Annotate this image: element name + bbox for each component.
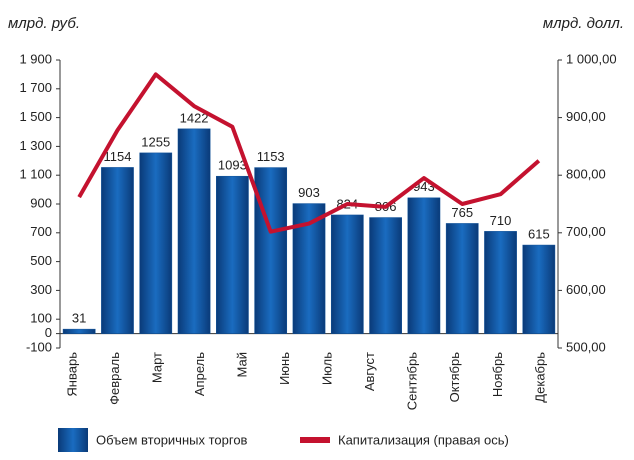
legend-swatch: [300, 437, 330, 443]
bar: [445, 223, 479, 334]
y-tick-label: 1 700: [19, 80, 52, 95]
y-tick-label: 300: [30, 282, 52, 297]
x-tick-label: Май: [235, 352, 250, 377]
y-tick-label: 700: [30, 224, 52, 239]
y-tick-label: 900: [30, 195, 52, 210]
y-tick-label: 1 100: [19, 167, 52, 182]
legend-label: Капитализация (правая ось): [338, 432, 509, 447]
bar: [101, 167, 134, 334]
x-tick-label: Март: [150, 352, 165, 383]
x-tick-label: Апрель: [192, 352, 207, 396]
y2-tick-label: 600,00: [566, 282, 606, 297]
left-unit: млрд. руб.: [8, 15, 80, 32]
y-tick-label: 100: [30, 311, 52, 326]
y2-tick-label: 1 000,00: [566, 51, 617, 66]
y2-tick-label: 700,00: [566, 224, 606, 239]
y2-tick-label: 500,00: [566, 339, 606, 354]
bar: [216, 175, 249, 334]
data-label: 903: [298, 185, 320, 200]
line: [77, 72, 541, 234]
right-unit: млрд. долл.: [543, 15, 624, 32]
bar: [330, 214, 364, 334]
y-tick-label: 1 500: [19, 109, 52, 124]
data-label: 1154: [103, 149, 131, 164]
x-tick-label: Январь: [65, 352, 80, 397]
data-label: 1255: [141, 134, 170, 149]
y-tick-label: 1 900: [19, 51, 52, 66]
bar: [139, 152, 173, 334]
y-tick-label: -100: [26, 339, 52, 354]
x-tick-label: Июль: [320, 352, 335, 385]
y-tick-label: 0: [45, 325, 52, 340]
bar: [254, 167, 288, 334]
x-tick-label: Июнь: [277, 352, 292, 385]
x-tick-label: Февраль: [107, 352, 122, 405]
bar: [407, 197, 441, 334]
data-label: 710: [490, 213, 512, 228]
data-label: 765: [451, 205, 473, 220]
data-label: 1422: [180, 110, 209, 125]
data-label: 31: [72, 311, 86, 326]
bar: [369, 217, 402, 334]
x-tick-label: Ноябрь: [490, 352, 505, 397]
legend-label: Объем вторичных торгов: [96, 432, 248, 447]
bar: [522, 244, 556, 334]
bar: [62, 328, 96, 334]
y-tick-label: 500: [30, 253, 52, 268]
data-label: 1153: [257, 149, 285, 164]
x-tick-label: Сентябрь: [405, 352, 420, 410]
y-tick-label: 1 300: [19, 138, 52, 153]
x-tick-label: Октябрь: [447, 352, 462, 403]
data-label: 1093: [218, 158, 247, 173]
data-label: 615: [528, 226, 550, 241]
bar: [177, 128, 211, 334]
x-tick-label: Август: [362, 352, 377, 391]
y2-tick-label: 900,00: [566, 109, 606, 124]
x-tick-label: Декабрь: [532, 352, 547, 403]
bar: [484, 231, 517, 334]
y2-tick-label: 800,00: [566, 167, 606, 182]
legend-swatch: [58, 428, 88, 452]
